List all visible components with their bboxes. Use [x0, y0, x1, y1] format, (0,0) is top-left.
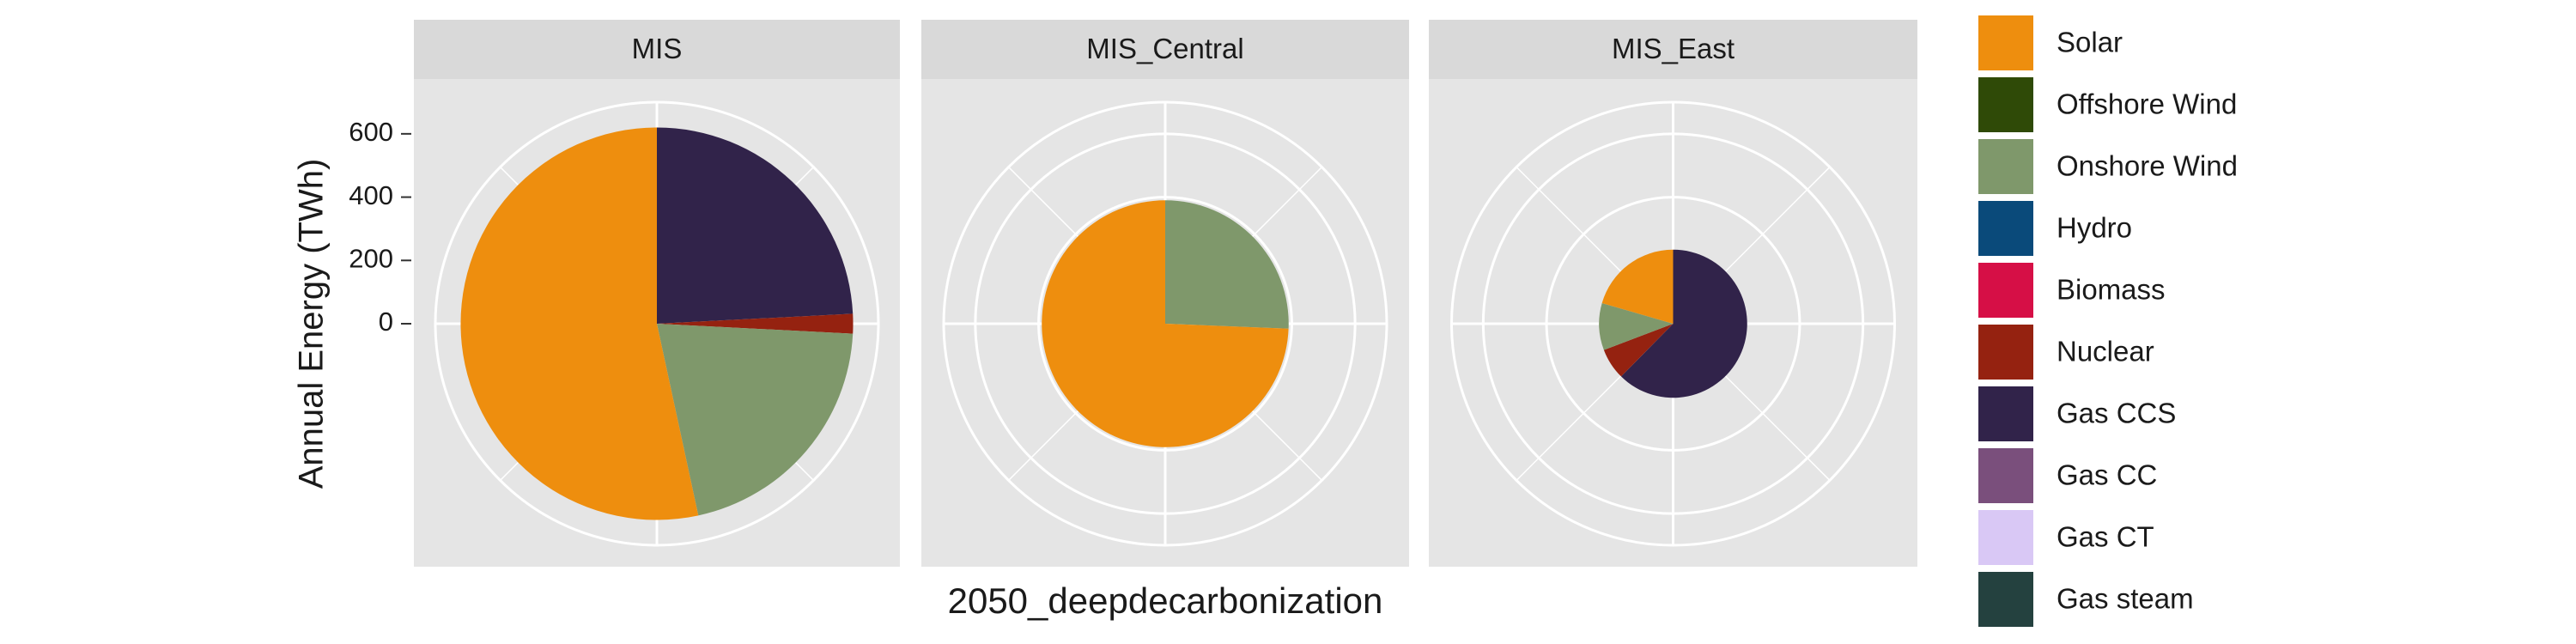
outer-circle — [1450, 100, 1896, 547]
legend-key — [1977, 76, 2035, 134]
legend-key — [1977, 137, 2035, 196]
grid-circle — [1545, 196, 1801, 452]
pie-wedge — [460, 127, 699, 520]
legend-label: Solar — [2057, 27, 2123, 58]
legend-label: Offshore Wind — [2057, 88, 2237, 120]
x-axis-title: 2050_deepdecarbonization — [948, 580, 1383, 621]
legend-label: Hydro — [2057, 212, 2132, 244]
pie-wedge — [1042, 200, 1289, 447]
y-axis-title: Annual Energy (TWh) — [293, 159, 331, 489]
pie-wedge — [1601, 249, 1674, 324]
pie-wedge — [657, 313, 854, 334]
pie-wedge — [657, 324, 854, 516]
legend-label: Gas steam — [2057, 583, 2194, 615]
facet-label: MIS — [632, 33, 683, 64]
legend-key — [1977, 385, 2035, 443]
legend-key — [1977, 261, 2035, 319]
legend-key — [1977, 447, 2035, 505]
legend-label: Nuclear — [2057, 336, 2154, 368]
outer-circle — [434, 100, 880, 547]
pie-wedge — [1603, 324, 1674, 377]
facet-strip — [1429, 20, 1917, 79]
legend-label: Onshore Wind — [2057, 150, 2238, 182]
y-tick-label: 400 — [349, 180, 393, 210]
pie-wedge — [1599, 303, 1674, 350]
legend-label: Gas CCS — [2057, 398, 2176, 429]
y-tick-label: 600 — [349, 117, 393, 147]
grid-circle — [1481, 132, 1865, 515]
legend-key — [1977, 199, 2035, 258]
legend-label: Biomass — [2057, 274, 2166, 306]
grid-circle — [1037, 196, 1293, 452]
legend-key — [1977, 570, 2035, 629]
grid-circle — [974, 132, 1357, 515]
pie-wedge — [1620, 249, 1747, 398]
legend-key — [1977, 508, 2035, 567]
facet-strip — [921, 20, 1409, 79]
facet-label: MIS_East — [1612, 33, 1735, 64]
legend-key — [1977, 323, 2035, 381]
outer-circle — [942, 100, 1388, 547]
y-tick-label: 200 — [349, 243, 393, 273]
pie-wedge — [657, 127, 854, 324]
facet-label: MIS_Central — [1086, 33, 1243, 64]
legend-label: Gas CC — [2057, 459, 2157, 491]
legend-label: Gas CT — [2057, 521, 2154, 553]
pie-wedge — [1165, 200, 1289, 329]
y-tick-label: 0 — [379, 307, 393, 337]
facet-strip — [414, 20, 900, 79]
legend-key — [1977, 14, 2035, 72]
